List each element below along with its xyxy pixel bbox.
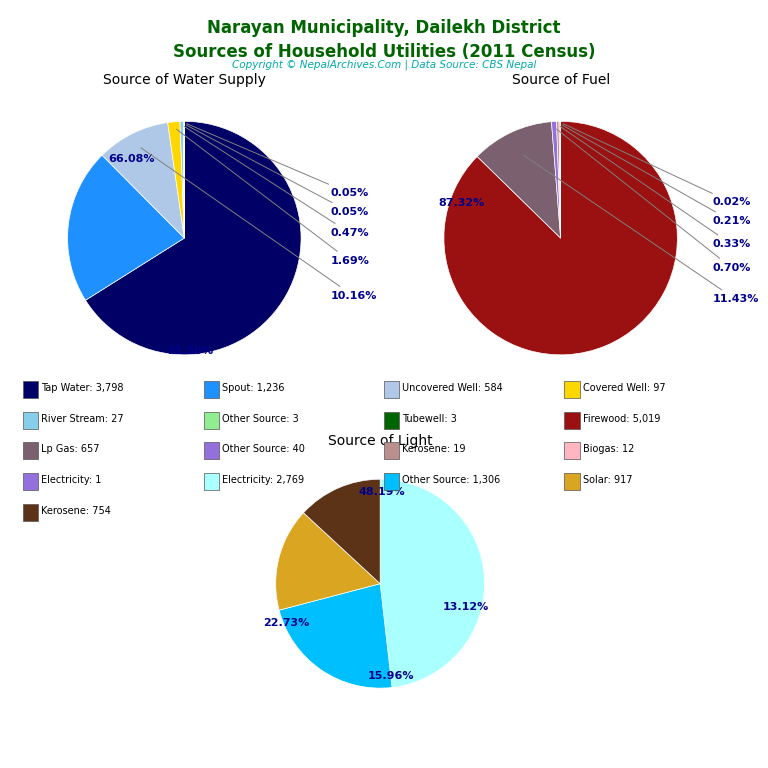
Wedge shape xyxy=(276,513,380,610)
Text: Lp Gas: 657: Lp Gas: 657 xyxy=(41,444,100,455)
Text: 21.50%: 21.50% xyxy=(167,346,214,356)
Text: 15.96%: 15.96% xyxy=(367,670,414,680)
Text: Biogas: 12: Biogas: 12 xyxy=(583,444,634,455)
Wedge shape xyxy=(551,121,561,238)
Text: 10.16%: 10.16% xyxy=(141,147,376,301)
Title: Source of Water Supply: Source of Water Supply xyxy=(103,73,266,87)
Text: Narayan Municipality, Dailekh District
Sources of Household Utilities (2011 Cens: Narayan Municipality, Dailekh District S… xyxy=(173,19,595,61)
Text: Tap Water: 3,798: Tap Water: 3,798 xyxy=(41,382,124,393)
Text: 0.21%: 0.21% xyxy=(562,125,751,226)
Text: Kerosene: 754: Kerosene: 754 xyxy=(41,505,111,516)
Text: Other Source: 40: Other Source: 40 xyxy=(222,444,305,455)
Wedge shape xyxy=(559,121,561,238)
Text: Tubewell: 3: Tubewell: 3 xyxy=(402,413,457,424)
Text: Electricity: 2,769: Electricity: 2,769 xyxy=(222,475,304,485)
Text: 0.47%: 0.47% xyxy=(184,127,369,238)
Text: Uncovered Well: 584: Uncovered Well: 584 xyxy=(402,382,503,393)
Text: Spout: 1,236: Spout: 1,236 xyxy=(222,382,284,393)
Text: 0.33%: 0.33% xyxy=(560,127,750,250)
Text: Kerosene: 19: Kerosene: 19 xyxy=(402,444,466,455)
Text: Electricity: 1: Electricity: 1 xyxy=(41,475,102,485)
Text: 0.05%: 0.05% xyxy=(187,124,369,198)
Text: 0.02%: 0.02% xyxy=(563,124,751,207)
Wedge shape xyxy=(380,479,485,687)
Text: 22.73%: 22.73% xyxy=(263,618,310,628)
Text: 11.43%: 11.43% xyxy=(523,155,759,304)
Text: Other Source: 1,306: Other Source: 1,306 xyxy=(402,475,501,485)
Text: 66.08%: 66.08% xyxy=(108,154,155,164)
Text: 0.05%: 0.05% xyxy=(186,125,369,217)
Wedge shape xyxy=(279,584,392,688)
Wedge shape xyxy=(68,155,184,300)
Text: Firewood: 5,019: Firewood: 5,019 xyxy=(583,413,660,424)
Text: 87.32%: 87.32% xyxy=(439,198,485,208)
Text: 0.70%: 0.70% xyxy=(557,129,751,273)
Wedge shape xyxy=(167,121,184,238)
Wedge shape xyxy=(557,121,561,238)
Wedge shape xyxy=(85,121,301,355)
Text: Covered Well: 97: Covered Well: 97 xyxy=(583,382,666,393)
Text: Solar: 917: Solar: 917 xyxy=(583,475,632,485)
Wedge shape xyxy=(180,121,184,238)
Wedge shape xyxy=(303,479,380,584)
Wedge shape xyxy=(444,121,677,355)
Text: 13.12%: 13.12% xyxy=(442,601,489,611)
Wedge shape xyxy=(102,123,184,238)
Text: 48.19%: 48.19% xyxy=(359,487,406,497)
Wedge shape xyxy=(477,121,561,238)
Text: 1.69%: 1.69% xyxy=(177,129,369,266)
Title: Source of Fuel: Source of Fuel xyxy=(511,73,610,87)
Text: River Stream: 27: River Stream: 27 xyxy=(41,413,124,424)
Title: Source of Light: Source of Light xyxy=(328,434,432,448)
Text: Other Source: 3: Other Source: 3 xyxy=(222,413,299,424)
Text: Copyright © NepalArchives.Com | Data Source: CBS Nepal: Copyright © NepalArchives.Com | Data Sou… xyxy=(232,60,536,71)
